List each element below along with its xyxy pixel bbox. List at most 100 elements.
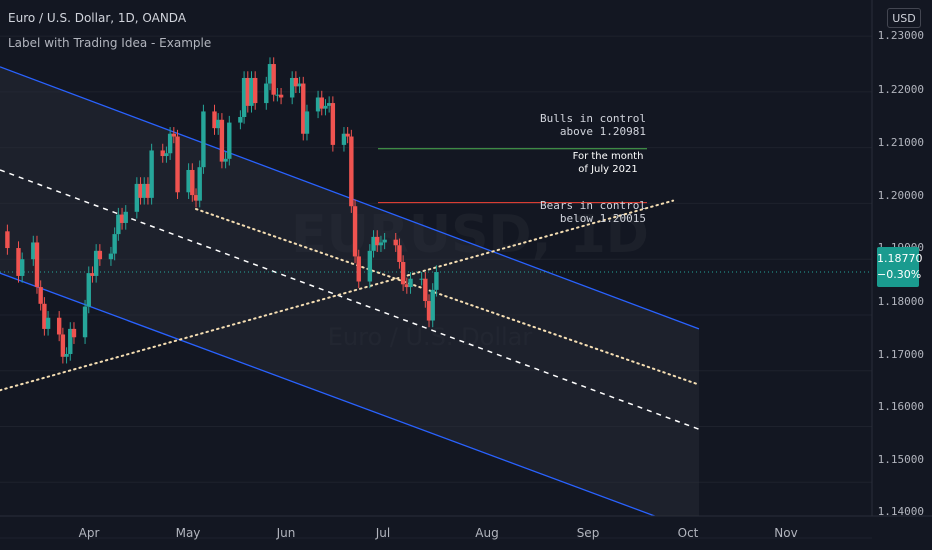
currency-button[interactable]: USD: [887, 8, 921, 28]
candle-body: [190, 169, 195, 196]
candle-body: [216, 119, 221, 129]
candle-body: [408, 278, 413, 288]
bull-label-line2: above 1.20981: [559, 125, 646, 138]
candle-body: [275, 94, 280, 96]
candle-body: [264, 83, 269, 104]
candle-body: [142, 183, 147, 198]
candle-body: [375, 236, 380, 246]
month-label-line2: of July 2021: [578, 164, 638, 175]
bull-label-line1: Bulls in control: [540, 112, 646, 125]
time-tick: May: [175, 526, 201, 540]
candle-body: [430, 289, 435, 321]
time-tick: Jun: [276, 526, 296, 540]
bear-label-line2: below 1.20015: [559, 212, 646, 225]
candle-body: [31, 242, 36, 260]
candle-body: [267, 64, 273, 84]
candle-body: [108, 253, 114, 260]
price-tick: 1.21000: [877, 136, 924, 149]
candle-body: [175, 136, 180, 193]
candle-body: [134, 183, 140, 212]
candle-body: [382, 239, 387, 243]
candle-body: [38, 287, 43, 304]
candle-body: [378, 242, 384, 246]
candle-body: [241, 77, 247, 118]
channel-lower-line: [0, 272, 657, 516]
candle-body: [397, 245, 402, 262]
price-tick: 1.22000: [877, 83, 924, 96]
candle-body: [186, 169, 191, 193]
candle-body: [301, 83, 306, 134]
candle-body: [297, 83, 302, 87]
grid: [0, 35, 872, 539]
dotted-trend-line: [195, 208, 700, 386]
candle-body: [419, 278, 424, 280]
candle-body: [219, 119, 225, 162]
candle-body: [90, 273, 95, 276]
candle-body: [212, 111, 217, 129]
time-tick: Nov: [774, 526, 798, 540]
candle-body: [119, 214, 125, 223]
candle-body: [145, 183, 151, 198]
candle-body: [112, 234, 117, 254]
candle-body: [434, 272, 439, 290]
symbol-title[interactable]: Euro / U.S. Dollar, 1D, OANDA: [8, 11, 187, 25]
candle-body: [326, 103, 332, 106]
month-label-line1: For the month: [572, 151, 644, 162]
candle-body: [64, 353, 69, 357]
candle-body: [319, 97, 324, 109]
candles: [5, 57, 439, 364]
candle-body: [193, 195, 199, 201]
time-tick: Oct: [677, 526, 699, 540]
candle-body: [138, 183, 143, 198]
candle-body: [404, 284, 410, 288]
candle-body: [393, 239, 398, 246]
candle-body: [164, 153, 169, 157]
candle-body: [304, 111, 310, 134]
price-tick: 1.18000: [877, 295, 924, 308]
candle-body: [45, 317, 51, 329]
time-tick: Jul: [375, 526, 391, 540]
price-tick: 1.17000: [877, 348, 924, 361]
time-tick: Aug: [475, 526, 499, 540]
candle-body: [252, 77, 258, 104]
candle-body: [426, 301, 432, 321]
candle-body: [93, 250, 99, 276]
candle-body: [356, 256, 361, 282]
candle-body: [82, 306, 88, 338]
candle-body: [19, 259, 25, 276]
candle-body: [371, 236, 376, 251]
price-tick: 1.23000: [877, 29, 924, 42]
candle-body: [160, 150, 165, 157]
time-tick: Sep: [576, 526, 600, 540]
candle-body: [86, 273, 91, 307]
candle-body: [149, 150, 154, 198]
candle-body: [167, 133, 173, 154]
candle-body: [171, 133, 177, 137]
candle-body: [245, 77, 250, 106]
watermark-symbol: EURUSD, 1D: [291, 205, 649, 265]
candle-body: [71, 328, 77, 338]
candle-body: [349, 136, 354, 207]
price-tick: 1.15000: [877, 453, 924, 466]
price-tick: 1.14000: [877, 505, 924, 518]
candle-body: [197, 167, 202, 201]
candle-body: [315, 97, 321, 112]
candle-body: [201, 111, 206, 168]
dotted-trend-line: [0, 199, 675, 392]
candle-body: [238, 117, 243, 123]
price-tick: 1.16000: [877, 400, 924, 413]
candle-body: [34, 242, 40, 288]
indicator-title[interactable]: Label with Trading Idea - Example: [8, 36, 212, 50]
candle-body: [227, 122, 232, 159]
candle-body: [289, 77, 295, 98]
candle-body: [293, 77, 299, 87]
candle-body: [345, 133, 350, 137]
candle-body: [323, 105, 328, 109]
candle-body: [223, 158, 228, 162]
candle-body: [271, 64, 276, 95]
candle-body: [367, 250, 373, 282]
bull-label: Bulls in control above 1.20981: [540, 112, 646, 138]
last-price-change: −0.30%: [877, 268, 922, 281]
